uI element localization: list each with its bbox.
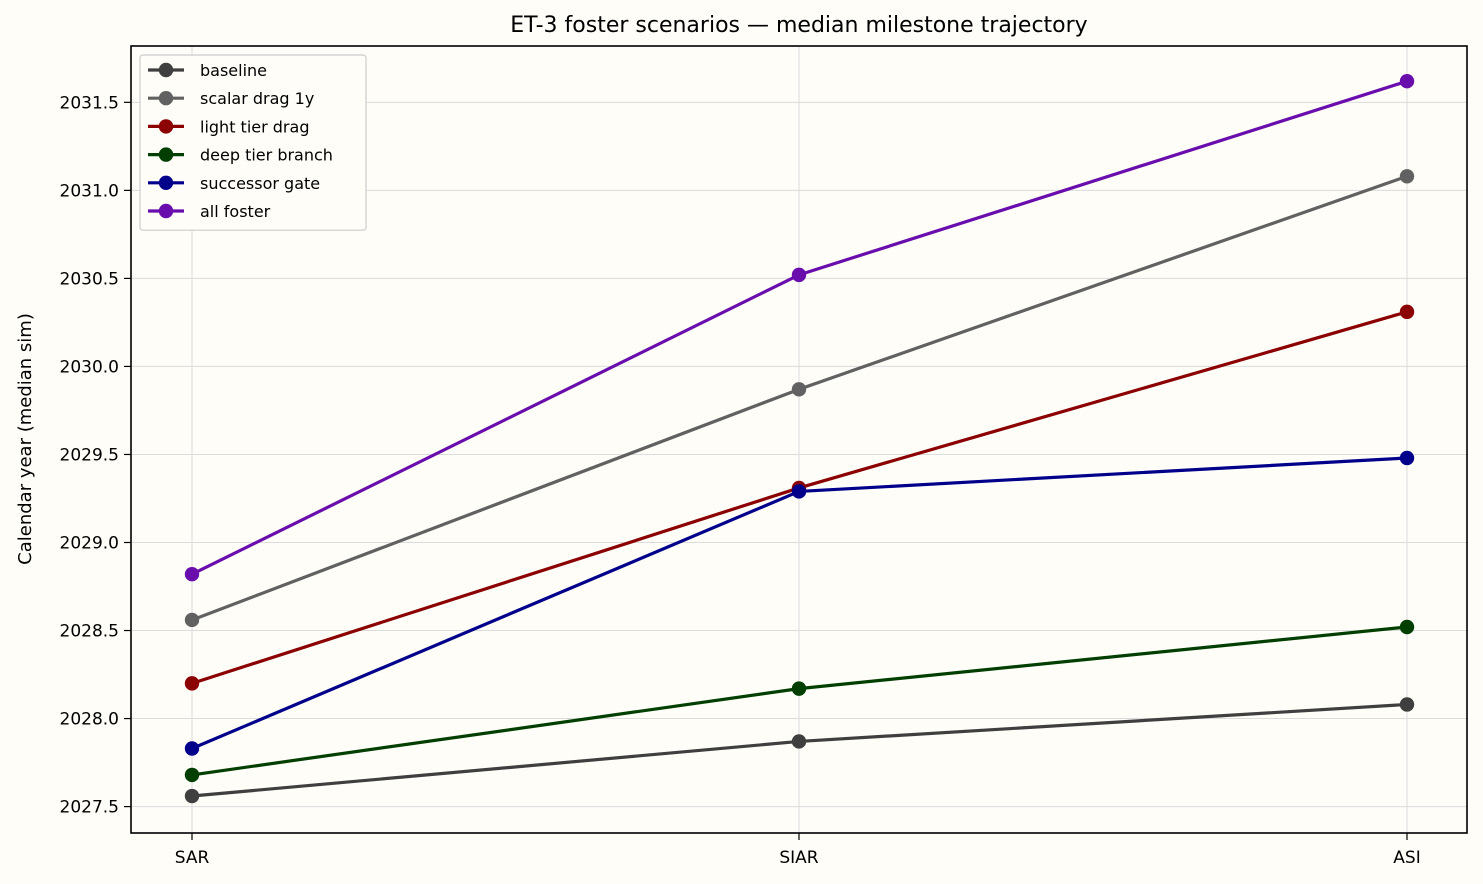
x-tick-label: SIAR — [779, 848, 818, 868]
legend-label: baseline — [200, 61, 267, 80]
y-tick-label: 2029.5 — [60, 445, 119, 465]
legend-marker — [158, 119, 174, 134]
legend-item: light tier drag — [148, 117, 309, 136]
y-tick-label: 2030.5 — [60, 269, 119, 289]
data-point — [1399, 697, 1415, 712]
legend: baseline scalar drag 1y light tier drag dee… — [139, 54, 367, 231]
data-point — [184, 741, 200, 756]
y-tick-label: 2028.0 — [60, 710, 119, 730]
series-successor-gate — [184, 450, 1415, 756]
legend-label: deep tier branch — [200, 146, 333, 165]
data-point — [791, 681, 807, 696]
data-point — [184, 612, 200, 628]
y-tick-label: 2031.5 — [60, 93, 119, 113]
y-tick-label: 2027.5 — [60, 798, 119, 818]
legend-label: light tier drag — [200, 117, 309, 136]
data-point — [791, 382, 807, 397]
y-tick-label: 2029.0 — [60, 533, 119, 553]
x-tick-label: SAR — [175, 848, 210, 868]
data-point — [791, 484, 807, 499]
y-tick-label: 2028.5 — [60, 622, 119, 642]
data-point — [1399, 304, 1415, 320]
series-all-foster — [184, 74, 1415, 582]
x-tick-label: ASI — [1393, 848, 1420, 868]
data-point — [184, 566, 200, 582]
legend-label: successor gate — [200, 174, 320, 193]
data-point — [1399, 74, 1415, 89]
data-point — [184, 788, 200, 804]
series-deep-tier-branch — [184, 619, 1415, 783]
series-baseline — [184, 697, 1415, 804]
legend-marker — [158, 203, 174, 219]
data-point — [184, 767, 200, 783]
legend-label: scalar drag 1y — [200, 89, 314, 108]
legend-item: successor gate — [148, 174, 320, 193]
data-point — [184, 676, 200, 691]
legend-marker — [158, 91, 174, 106]
data-point — [1399, 169, 1415, 184]
data-point — [1399, 450, 1415, 466]
legend-marker — [158, 62, 174, 78]
series-scalar-drag-1y — [184, 169, 1415, 628]
legend-label: all foster — [200, 202, 271, 221]
legend-box — [139, 54, 367, 231]
axes: 2027.5 2028.0 2028.5 2029.0 2029.5 2030.0 2030… — [60, 93, 1421, 868]
legend-marker — [158, 147, 174, 162]
legend-item: all foster — [148, 202, 271, 221]
y-axis-label: Calendar year (median sim) — [15, 313, 36, 565]
data-point — [791, 267, 807, 283]
y-tick-label: 2031.0 — [60, 181, 119, 201]
legend-item: scalar drag 1y — [148, 89, 314, 108]
legend-item: deep tier branch — [148, 146, 333, 165]
series-layer — [184, 74, 1415, 804]
chart-title: ET-3 foster scenarios — median milestone… — [510, 13, 1087, 38]
y-tick-label: 2030.0 — [60, 357, 119, 377]
legend-marker — [158, 175, 174, 190]
data-point — [791, 734, 807, 749]
legend-item: baseline — [148, 61, 267, 80]
data-point — [1399, 619, 1415, 635]
